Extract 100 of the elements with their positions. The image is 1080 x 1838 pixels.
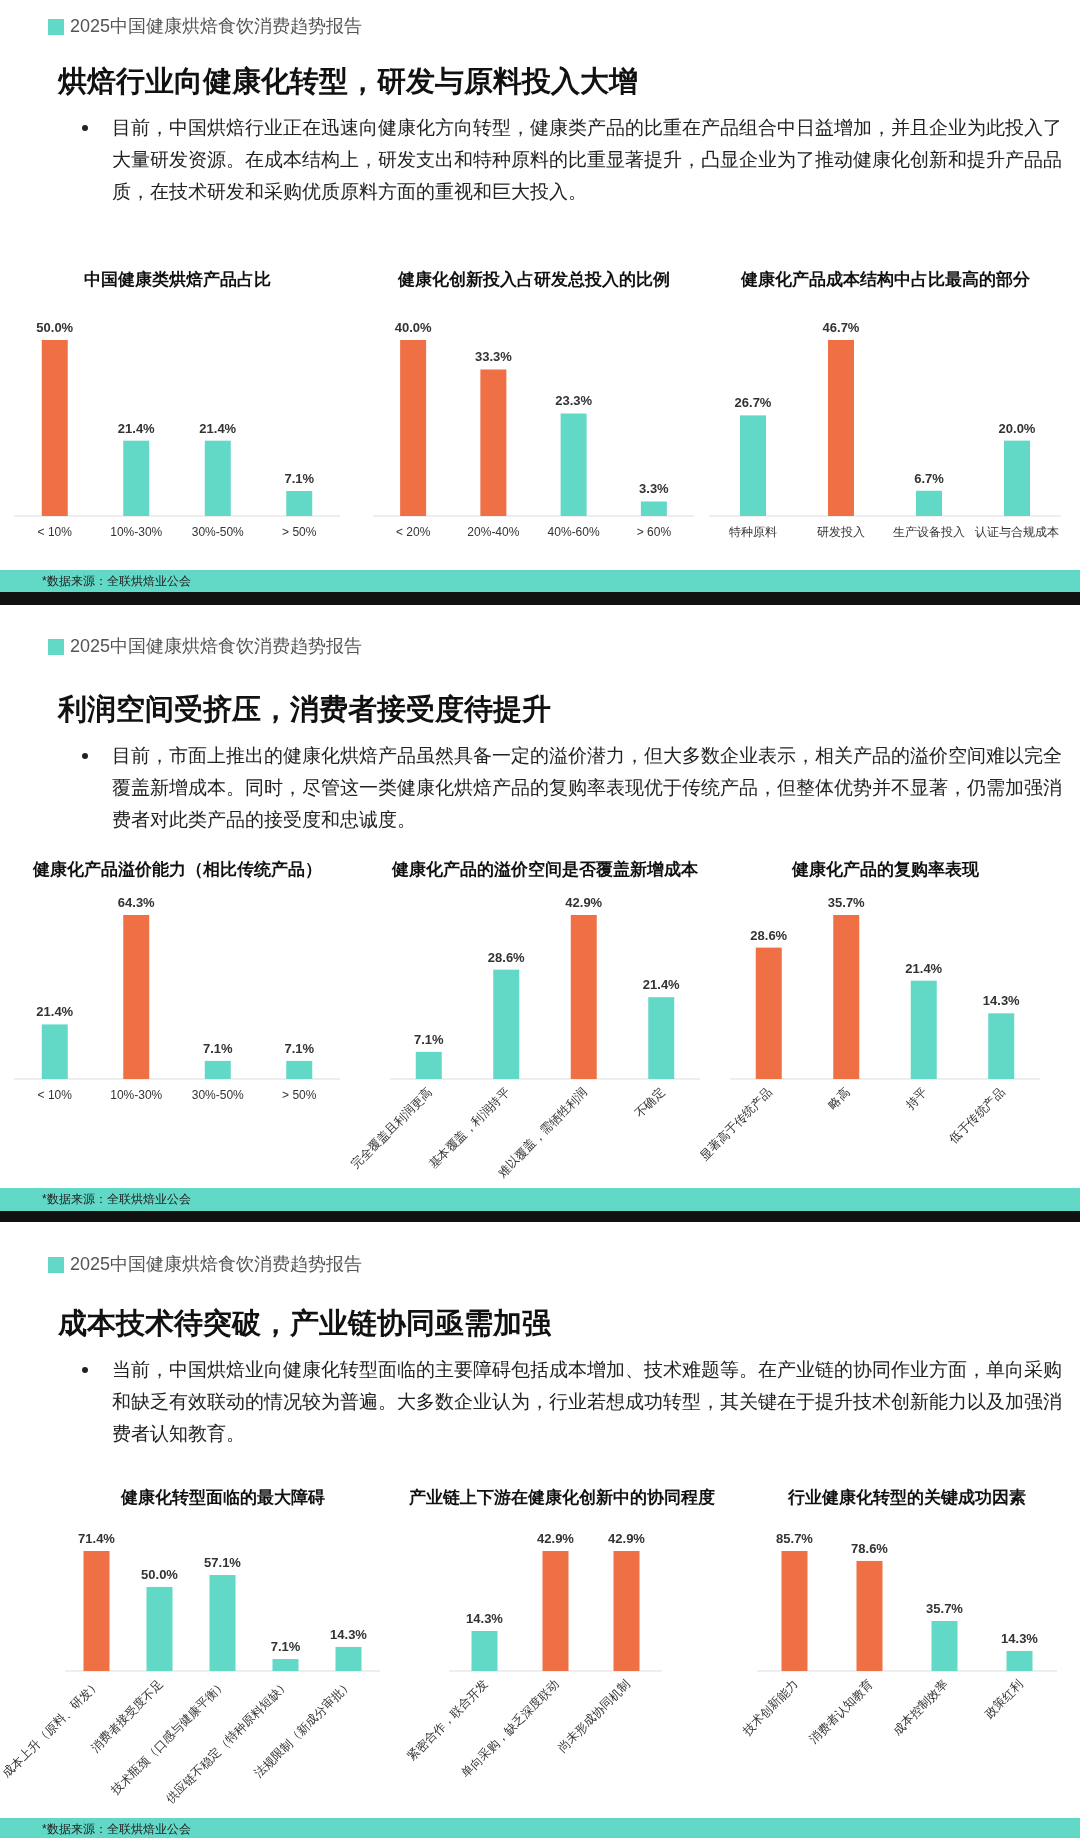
data-label: 35.7% xyxy=(926,1601,964,1617)
data-label: 42.9% xyxy=(537,1531,575,1546)
data-label: 40.0% xyxy=(394,320,432,335)
x-tick-label: 持平 xyxy=(903,1085,930,1113)
data-label: 42.9% xyxy=(565,895,603,910)
x-tick-label: 认证与合规成本 xyxy=(975,525,1059,539)
data-label: 21.4% xyxy=(36,1004,74,1020)
data-label: 3.3% xyxy=(639,481,670,497)
chart-title: 健康化转型面临的最大障碍 xyxy=(120,1488,325,1507)
data-label: 21.4% xyxy=(905,960,943,976)
data-label: 33.3% xyxy=(474,349,513,365)
bar xyxy=(493,969,520,1079)
text: 2025中国健康烘焙食饮消费趋势报告 xyxy=(70,635,363,658)
x-tick-label: 低于传统产品 xyxy=(946,1085,1008,1147)
bar xyxy=(1006,1650,1033,1671)
bar xyxy=(272,1659,299,1671)
bar xyxy=(570,915,597,1079)
text: 当前，中国烘焙业向健康化转型面临的主要障碍包括成本增加、技术难题等。在产业链的协同作业方面，单向采购和缺乏有效联动的情况较为普遍。大多数企业认为，行业若想成功转型，其关键在于提升技术创新能力以及加强消费者认知教育。 xyxy=(112,1358,1063,1446)
chart-title: 健康化产品溢价能力（相比传统产品） xyxy=(31,859,323,881)
bar xyxy=(335,1646,362,1671)
x-tick-label: 消费者认知教育 xyxy=(806,1677,876,1747)
data-label: 50.0% xyxy=(141,1566,179,1582)
text: *数据来源：全联烘焙业公会 xyxy=(42,1821,191,1838)
data-label: 7.1% xyxy=(284,471,315,487)
bar xyxy=(931,1621,958,1671)
chart-title: 产业链上下游在健康化创新中的协同程度 xyxy=(409,1487,715,1509)
chart-title: 健康化产品的复购率表现 xyxy=(791,860,979,879)
data-label: 21.4% xyxy=(199,420,237,436)
data-label: 57.1% xyxy=(204,1555,242,1571)
chart-title: 健康化产品成本结构中占比最高的部分 xyxy=(739,269,1031,291)
bar xyxy=(828,340,854,516)
x-tick-label: < 10% xyxy=(37,1088,73,1102)
data-label: 23.3% xyxy=(555,393,593,409)
text: *数据来源：全联烘焙业公会 xyxy=(42,573,191,590)
data-label: 26.7% xyxy=(734,395,772,411)
x-tick-label: 30%-50% xyxy=(191,1088,245,1102)
bar xyxy=(856,1560,883,1671)
x-tick-label: < 20% xyxy=(395,525,431,539)
data-label: 64.3% xyxy=(117,895,156,910)
data-label: 7.1% xyxy=(284,1040,315,1056)
bar xyxy=(640,501,667,516)
bar xyxy=(910,980,937,1079)
data-label: 7.1% xyxy=(202,1040,233,1056)
bar xyxy=(209,1575,236,1671)
bar xyxy=(400,340,427,516)
bar xyxy=(833,915,860,1079)
x-tick-label: 40%-60% xyxy=(547,525,600,539)
chart-title: 行业健康化转型的关键成功因素 xyxy=(787,1487,1027,1509)
bar xyxy=(480,369,507,516)
x-tick-label: > 60% xyxy=(636,525,672,539)
bar xyxy=(1004,440,1030,516)
bar xyxy=(988,1013,1015,1079)
x-tick-label: 显著高于传统产品 xyxy=(697,1085,775,1163)
text: *数据来源：全联烘焙业公会 xyxy=(42,1191,191,1208)
x-tick-label: 政策红利 xyxy=(981,1677,1026,1722)
bar xyxy=(415,1051,442,1079)
x-tick-label: 技术创新能力 xyxy=(739,1677,801,1739)
data-label: 14.3% xyxy=(1001,1630,1039,1646)
x-tick-label: 特种原料 xyxy=(729,525,777,539)
x-tick-label: 研发投入 xyxy=(817,525,865,539)
x-tick-label: 10%-30% xyxy=(110,525,163,539)
data-label: 7.1% xyxy=(413,1031,444,1047)
x-tick-label: > 50% xyxy=(282,1088,317,1102)
data-label: 46.7% xyxy=(822,320,860,335)
data-label: 50.0% xyxy=(36,320,74,335)
data-label: 35.7% xyxy=(827,895,866,910)
data-label: 42.9% xyxy=(608,1531,646,1546)
chart-title: 中国健康类烘焙产品占比 xyxy=(82,269,272,291)
data-label: 78.6% xyxy=(851,1540,889,1556)
x-tick-label: 略高 xyxy=(825,1085,853,1113)
text: 烘焙行业向健康化转型，研发与原料投入大增 xyxy=(58,64,638,99)
data-label: 28.6% xyxy=(750,927,788,943)
text: 目前，市面上推出的健康化烘焙产品虽然具备一定的溢价潜力，但大多数企业表示，相关产品的溢价空间难以完全覆盖新增成本。同时，尽管这一类健康化烘焙产品的复购率表现优于传统产品，但整体优势并不显著，仍需加强消费者对此类产品的接受度和忠诚度。 xyxy=(112,744,1063,832)
bar xyxy=(648,997,675,1079)
bar xyxy=(740,415,766,516)
data-label: 71.4% xyxy=(78,1531,116,1546)
bar xyxy=(781,1551,808,1671)
text: 利润空间受挤压，消费者接受度待提升 xyxy=(58,692,551,727)
bar xyxy=(560,413,587,516)
data-label: 7.1% xyxy=(270,1639,301,1655)
chart-title: 健康化产品的溢价空间是否覆盖新增成本 xyxy=(391,859,699,881)
x-tick-label: 成本控制效率 xyxy=(889,1677,951,1739)
bar xyxy=(83,1551,110,1671)
text: 2025中国健康烘焙食饮消费趋势报告 xyxy=(70,1253,363,1276)
x-tick-label: > 50% xyxy=(282,525,317,539)
x-tick-label: 生产设备投入 xyxy=(893,525,965,539)
text: 成本技术待突破，产业链协同亟需加强 xyxy=(58,1306,551,1341)
data-label: 14.3% xyxy=(330,1626,368,1642)
data-label: 21.4% xyxy=(642,977,681,993)
data-label: 21.4% xyxy=(117,420,156,436)
data-label: 14.3% xyxy=(466,1611,504,1626)
bar xyxy=(755,947,782,1079)
x-tick-label: < 10% xyxy=(37,525,73,539)
data-label: 14.3% xyxy=(982,993,1021,1009)
bar xyxy=(146,1586,173,1671)
data-label: 85.7% xyxy=(776,1531,814,1546)
data-label: 6.7% xyxy=(914,470,945,486)
x-tick-label: 20%-40% xyxy=(467,525,520,539)
bar xyxy=(916,490,942,516)
text: 2025中国健康烘焙食饮消费趋势报告 xyxy=(70,15,363,38)
